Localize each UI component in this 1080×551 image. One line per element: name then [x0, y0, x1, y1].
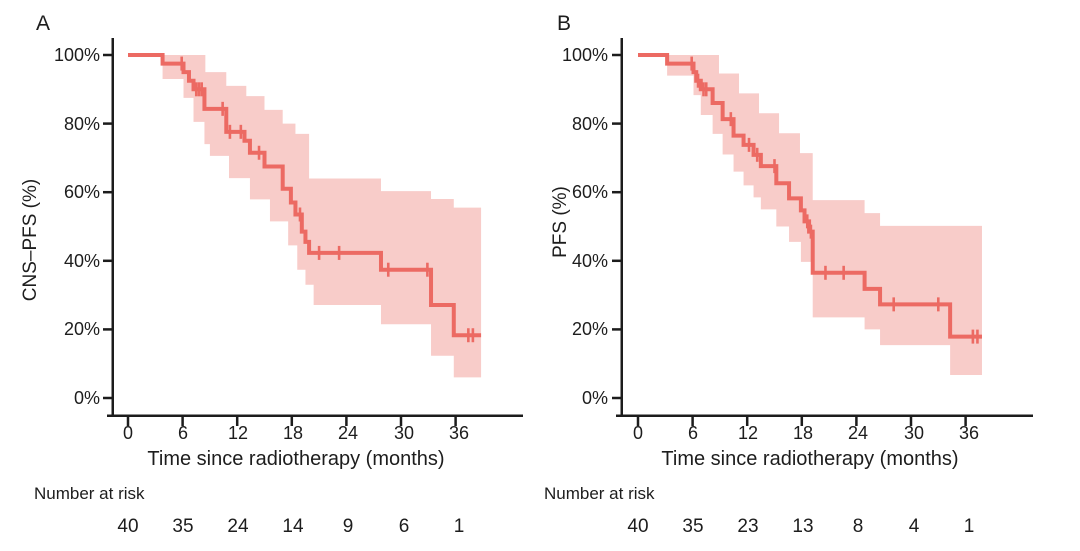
at-risk-count: 14: [282, 516, 304, 537]
at-risk-count: 6: [398, 516, 410, 537]
x-axis-tick: [964, 417, 967, 426]
x-tick-label: 12: [737, 423, 759, 443]
x-tick-label: 36: [448, 423, 470, 443]
x-tick-label: 6: [177, 423, 188, 443]
y-tick-label: 0%: [581, 388, 608, 408]
at-risk-count: 9: [342, 516, 354, 537]
panel-label-a: A: [36, 12, 51, 35]
y-tick-label: 100%: [561, 45, 608, 65]
x-axis-title-a: Time since radiotherapy (months): [147, 448, 445, 470]
y-axis-tick: [103, 259, 112, 263]
at-risk-count: 1: [453, 516, 465, 537]
km-plot-panel-a: [103, 38, 523, 426]
x-tick-label: 0: [632, 423, 643, 443]
x-tick-label: 24: [847, 423, 869, 443]
number-at-risk-label-a: Number at risk: [34, 484, 145, 503]
y-axis-tick: [612, 122, 621, 125]
y-axis-tick: [612, 190, 621, 194]
x-tick-label: 0: [122, 423, 133, 443]
x-axis-tick: [855, 417, 858, 426]
x-axis-tick: [691, 417, 694, 426]
x-tick-label: 30: [903, 423, 925, 443]
at-risk-count: 13: [792, 516, 814, 537]
at-risk-count: 24: [227, 516, 249, 537]
at-risk-count: 1: [963, 516, 975, 537]
number-at-risk-label-b: Number at risk: [544, 484, 655, 503]
at-risk-count: 8: [852, 516, 864, 537]
x-tick-label: 30: [393, 423, 415, 443]
x-axis-tick: [745, 417, 749, 426]
confidence-band: [667, 55, 982, 376]
y-tick-label: 40%: [63, 251, 100, 271]
x-axis-tick: [909, 417, 913, 426]
x-axis-tick: [636, 417, 640, 426]
y-tick-label: 20%: [63, 319, 100, 339]
x-axis-tick: [126, 417, 130, 426]
y-axis-line: [111, 38, 114, 417]
x-axis-tick: [345, 417, 348, 426]
y-axis-tick: [612, 328, 621, 331]
at-risk-count: 23: [737, 516, 759, 537]
confidence-band: [162, 55, 482, 378]
x-tick-label: 18: [792, 423, 814, 443]
at-risk-count: 4: [908, 516, 920, 537]
y-tick-label: 60%: [63, 182, 100, 202]
x-axis-tick: [399, 417, 403, 426]
x-axis-tick: [235, 417, 239, 426]
y-axis-tick: [103, 122, 112, 125]
x-tick-label: 12: [227, 423, 249, 443]
y-tick-label: 80%: [571, 114, 608, 134]
at-risk-count: 40: [117, 516, 139, 537]
at-risk-count: 40: [627, 516, 649, 537]
x-axis-line: [107, 414, 523, 417]
x-axis-tick: [290, 417, 294, 426]
panel-label-b: B: [557, 12, 572, 35]
y-axis-tick: [612, 53, 621, 57]
y-tick-label: 40%: [571, 251, 608, 271]
x-tick-label: 6: [687, 423, 698, 443]
y-tick-label: 60%: [571, 182, 608, 202]
x-axis-line: [616, 414, 1033, 417]
x-tick-label: 36: [958, 423, 980, 443]
y-axis-tick: [103, 190, 112, 194]
x-axis-tick: [454, 417, 457, 426]
y-axis-title-b: PFS (%): [550, 186, 571, 258]
y-axis-tick: [103, 53, 112, 57]
y-axis-line: [620, 38, 623, 417]
y-axis-tick: [103, 396, 112, 400]
x-axis-tick: [181, 417, 184, 426]
x-axis-tick: [800, 417, 804, 426]
y-tick-label: 20%: [571, 319, 608, 339]
y-tick-label: 0%: [73, 388, 100, 408]
survival-curve: [128, 53, 482, 338]
y-axis-tick: [103, 328, 112, 331]
km-plot-panel-b: [612, 38, 1033, 426]
x-tick-label: 18: [282, 423, 304, 443]
y-tick-label: 100%: [53, 45, 100, 65]
y-axis-tick: [612, 259, 621, 263]
at-risk-count: 35: [172, 516, 194, 537]
x-tick-label: 24: [337, 423, 359, 443]
y-tick-label: 80%: [63, 114, 100, 134]
at-risk-count: 35: [682, 516, 704, 537]
x-axis-title-b: Time since radiotherapy (months): [661, 448, 959, 470]
y-axis-tick: [612, 396, 621, 400]
